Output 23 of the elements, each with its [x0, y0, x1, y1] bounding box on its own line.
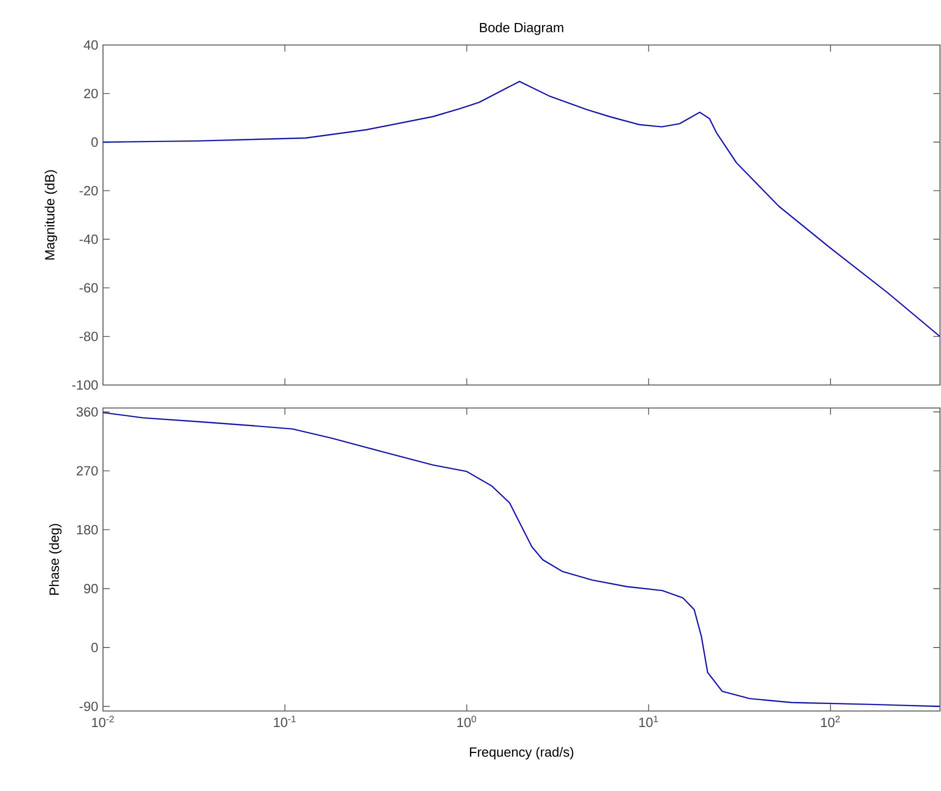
y-tick-label: -40	[80, 234, 98, 244]
y-tick-label: 40	[84, 40, 98, 50]
y-tick-label: -60	[80, 283, 98, 293]
chart-title: Bode Diagram	[480, 22, 564, 35]
x-tick-label: 10$^{-2}$	[92, 716, 114, 728]
y-axis-title: Magnitude (dB)	[44, 170, 58, 260]
y-tick-label: 20	[84, 88, 98, 98]
x-tick-label: 10$^{2}$	[821, 716, 840, 728]
y-tick-label: 0	[91, 137, 98, 147]
y-tick-label: -20	[80, 186, 98, 196]
x-tick-label: 10$^{1}$	[639, 716, 658, 728]
y-tick-label: -90	[80, 702, 98, 712]
x-tick-label: 10$^{0}$	[457, 716, 476, 728]
x-axis-title: Frequency (rad/s)	[470, 747, 574, 760]
y-axis-title: Phase (deg)	[49, 524, 62, 595]
y-tick-label: 360	[76, 407, 98, 417]
y-tick-label: -100	[72, 380, 98, 390]
y-tick-label: 180	[77, 524, 98, 534]
y-tick-label: 90	[84, 584, 98, 594]
x-tick-label: 10$^{-1}$	[274, 716, 296, 728]
y-tick-label: 270	[76, 466, 98, 476]
y-tick-label: 0	[91, 642, 98, 652]
y-tick-label: -80	[80, 332, 98, 342]
